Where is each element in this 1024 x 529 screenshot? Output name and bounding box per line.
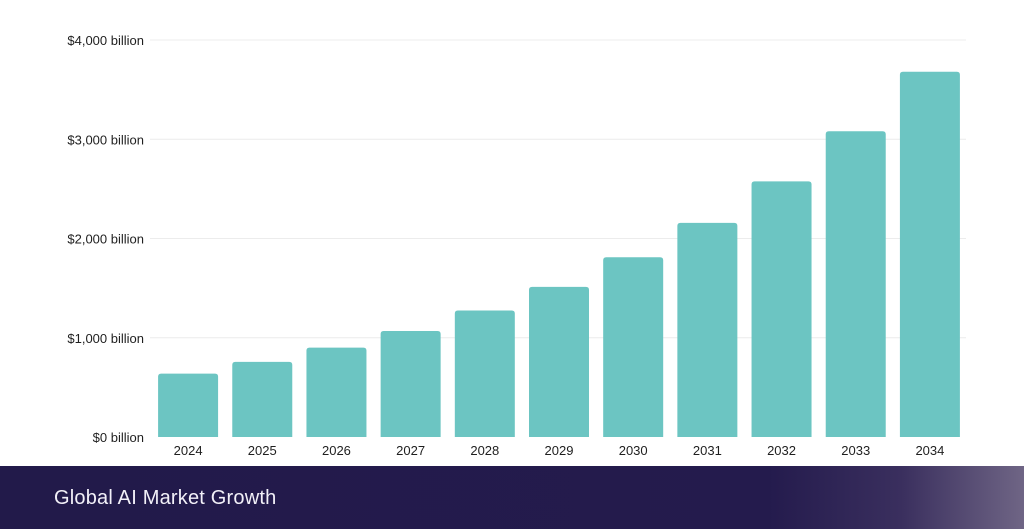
- bar-2028: [454, 310, 515, 437]
- bar-2034: [899, 71, 960, 437]
- y-tick-label: $4,000 billion: [67, 33, 144, 48]
- bar-2033: [825, 131, 886, 437]
- x-tick-label: 2033: [841, 443, 870, 458]
- bar-2025: [232, 361, 293, 437]
- y-tick-label: $1,000 billion: [67, 331, 144, 346]
- chart-title: Global AI Market Growth: [54, 487, 277, 509]
- bar-2032: [751, 181, 812, 437]
- bar-chart: $0 billion $1,000 billion $2,000 billion $3…: [67, 33, 966, 458]
- y-tick-label: $0 billion: [93, 430, 144, 445]
- chart-area: $0 billion $1,000 billion $2,000 billion $3…: [67, 33, 966, 458]
- x-tick-label: 2026: [322, 443, 351, 458]
- x-tick-label: 2029: [545, 443, 574, 458]
- x-tick-label: 2024: [174, 443, 203, 458]
- bar-2030: [603, 257, 664, 437]
- x-tick-label: 2028: [470, 443, 499, 458]
- x-tick-label: 2031: [693, 443, 722, 458]
- y-tick-label: $3,000 billion: [67, 132, 144, 147]
- x-tick-label: 2032: [767, 443, 796, 458]
- bar-2029: [529, 286, 589, 437]
- y-tick-label: $2,000 billion: [67, 232, 144, 247]
- footer-bar: Global AI Market Growth: [0, 466, 1024, 529]
- bar-2031: [677, 222, 738, 437]
- bar-2024: [158, 373, 219, 437]
- x-tick-label: 2034: [915, 443, 944, 458]
- bar-2027: [380, 331, 441, 437]
- bar-2026: [306, 347, 367, 437]
- x-tick-label: 2027: [396, 443, 425, 458]
- x-tick-label: 2025: [248, 443, 277, 458]
- x-tick-label: 2030: [619, 443, 648, 458]
